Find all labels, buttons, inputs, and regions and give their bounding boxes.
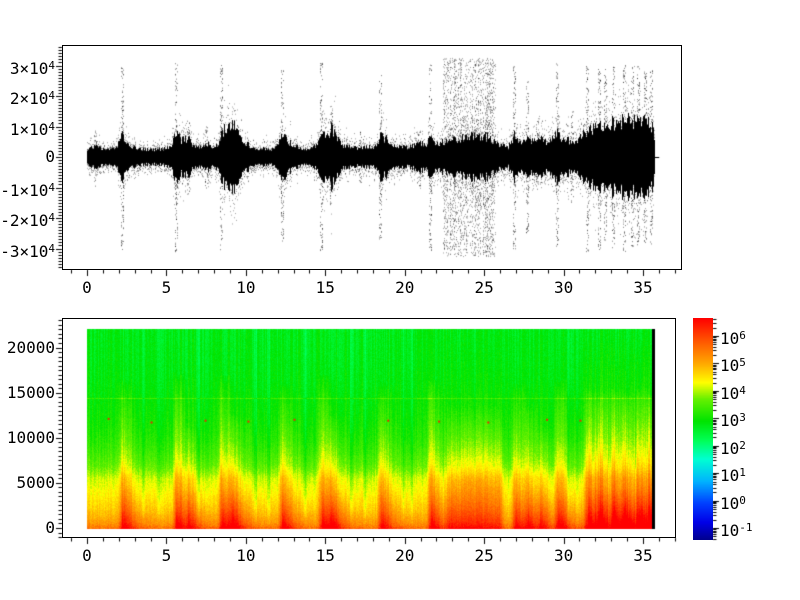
exponent: 3 bbox=[739, 411, 746, 425]
colorbar-tick-label: 105 bbox=[720, 356, 746, 376]
colorbar-tick-label: 101 bbox=[720, 466, 746, 486]
exponent: 1 bbox=[739, 466, 746, 480]
exponent: 4 bbox=[739, 383, 746, 397]
waveform-xtick-label: 30 bbox=[553, 278, 574, 297]
spectrogram-xtick-label: 5 bbox=[161, 546, 172, 565]
spectrogram-xtick-label: 20 bbox=[395, 546, 415, 565]
spectrogram-ytick-label: 10000 bbox=[6, 427, 55, 447]
colorbar-tick-label: 100 bbox=[720, 493, 746, 513]
spectrogram-xtick-label: 30 bbox=[553, 546, 574, 565]
spectrogram-xtick-label: 15 bbox=[315, 546, 335, 565]
waveform-xtick-label: 5 bbox=[161, 278, 172, 297]
waveform-xtick-label: 25 bbox=[474, 278, 494, 297]
spectrogram-ytick-label: 15000 bbox=[6, 382, 55, 402]
spectrogram-xtick-label: 35 bbox=[633, 546, 653, 565]
spectrogram-ytick-label: 5000 bbox=[16, 472, 55, 492]
exponent: 6 bbox=[739, 328, 746, 342]
exponent: 4 bbox=[48, 89, 55, 102]
exponent: 4 bbox=[48, 58, 55, 72]
exponent: 4 bbox=[48, 241, 55, 255]
waveform-xtick-label: 20 bbox=[395, 278, 415, 297]
waveform-xtick-label: 35 bbox=[633, 278, 653, 297]
exponent: 0 bbox=[739, 493, 746, 507]
spectrogram-ytick-label: 0 bbox=[45, 518, 55, 537]
colorbar-tick-label: 104 bbox=[720, 383, 746, 403]
exponent: 4 bbox=[48, 211, 55, 224]
spectrogram-xtick-label: 25 bbox=[474, 546, 494, 565]
waveform-ytick-label: 2×104 bbox=[9, 89, 55, 108]
spectrogram-xtick-label: 0 bbox=[82, 546, 92, 565]
waveform-ytick-label: 1×104 bbox=[9, 119, 55, 139]
exponent: 5 bbox=[739, 356, 746, 370]
waveform-ytick-label: -3×104 bbox=[0, 241, 55, 261]
exponent: 2 bbox=[739, 438, 746, 452]
waveform-xtick-label: 15 bbox=[315, 278, 335, 297]
spectrogram-ytick-label: 20000 bbox=[6, 337, 55, 357]
waveform-xtick-label: 0 bbox=[82, 278, 92, 297]
spectrogram-xtick-label: 10 bbox=[236, 546, 256, 565]
exponent: 4 bbox=[48, 180, 55, 194]
waveform-ytick-label: 3×104 bbox=[9, 58, 55, 78]
colorbar-tick-label: 103 bbox=[720, 411, 746, 431]
colorbar-tick-label: 106 bbox=[720, 328, 746, 348]
exponent: 4 bbox=[48, 119, 55, 133]
waveform-xtick-label: 10 bbox=[236, 278, 256, 297]
waveform-ytick-label: -2×104 bbox=[0, 211, 55, 230]
exponent: -1 bbox=[739, 521, 753, 535]
colorbar-tick-label: 10-1 bbox=[720, 521, 753, 541]
waveform-ytick-label: -1×104 bbox=[0, 180, 55, 200]
waveform-ytick-label: 0 bbox=[45, 147, 55, 166]
colorbar-tick-label: 102 bbox=[720, 438, 746, 458]
